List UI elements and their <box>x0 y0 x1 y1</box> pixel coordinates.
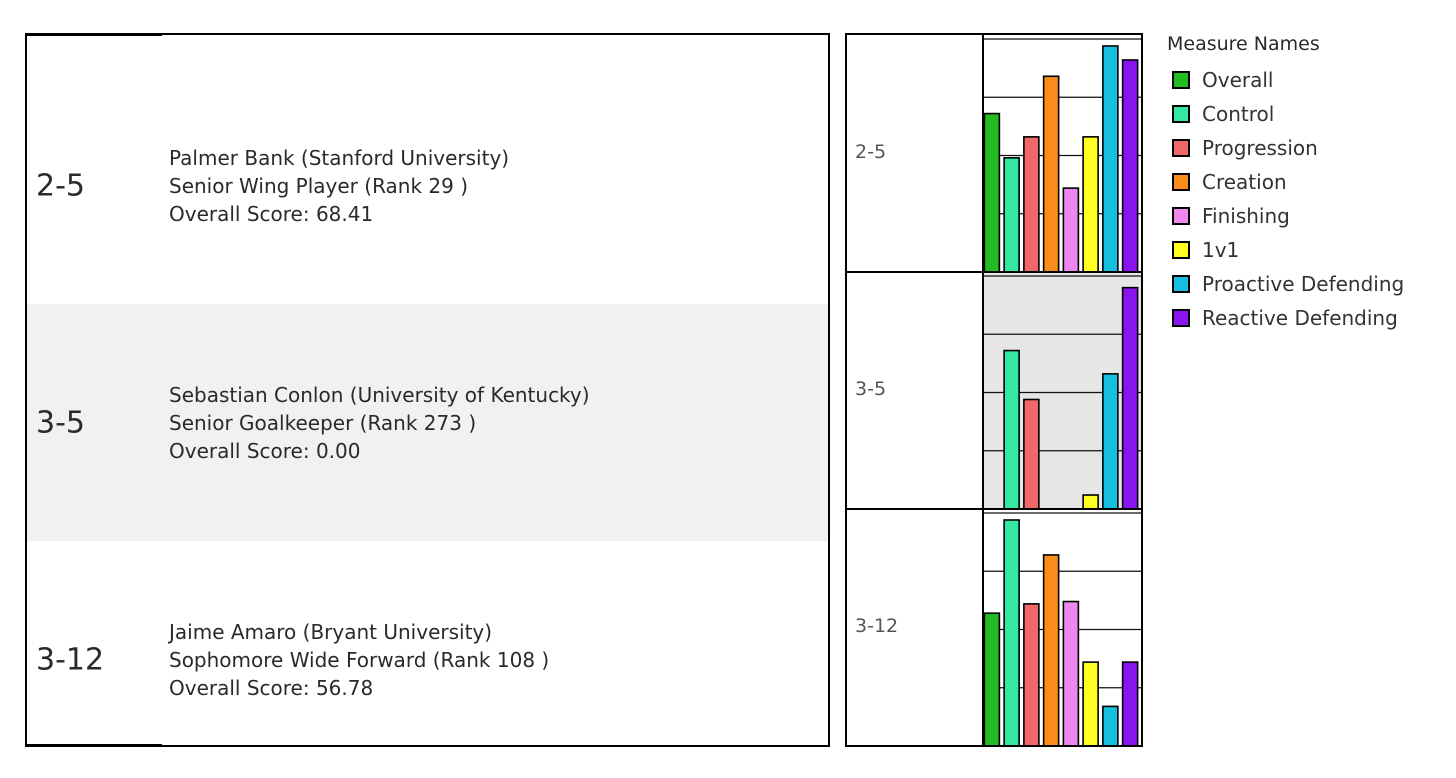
seed-label: 3-5 <box>36 405 85 440</box>
player-score-line: Overall Score: 56.78 <box>169 675 374 700</box>
legend-label: Progression <box>1202 136 1318 160</box>
bar-control <box>1003 519 1020 747</box>
legend-label: Proactive Defending <box>1202 272 1405 296</box>
bar-overall <box>983 112 1001 273</box>
legend-swatch <box>1172 207 1190 225</box>
chart-border-bottom <box>845 745 1143 747</box>
player-info: Sebastian Conlon (University of Kentucky… <box>169 381 590 465</box>
chart-border-top <box>845 33 1143 35</box>
legend-swatch <box>1172 71 1190 89</box>
bar-finishing <box>1062 600 1080 747</box>
bar-reactive-defending <box>1121 59 1139 273</box>
player-position-line: Senior Wing Player (Rank 29 ) <box>169 173 469 198</box>
legend-item: Reactive Defending <box>1167 301 1452 335</box>
legend-swatch <box>1172 105 1190 123</box>
facet-label: 3-5 <box>855 378 887 400</box>
table-row: 3-12 Jaime Amaro (Bryant University) Sop… <box>27 541 828 778</box>
bar-control <box>1003 157 1020 273</box>
table-border-top <box>25 33 830 35</box>
table-border-right <box>828 33 830 747</box>
legend: Measure Names Overall Control Progression C… <box>1167 33 1452 335</box>
bar-proactive-defending <box>1102 373 1119 510</box>
bar-creation <box>1042 75 1060 273</box>
table-border-bottom-accent <box>25 744 162 747</box>
legend-item: Overall <box>1167 63 1452 97</box>
bar-chart-panel: 2-5 3-5 3-12 <box>845 33 1143 747</box>
legend-label: Reactive Defending <box>1202 306 1398 330</box>
legend-swatch <box>1172 173 1190 191</box>
chart-border-right <box>1141 33 1143 747</box>
facet-label: 2-5 <box>855 141 887 163</box>
legend-swatch <box>1172 275 1190 293</box>
player-table: 2-5 Palmer Bank (Stanford University) Se… <box>25 33 830 747</box>
bar-proactive-defending <box>1102 705 1119 747</box>
legend-swatch <box>1172 139 1190 157</box>
plot-axis-left <box>982 33 984 747</box>
bar-chart <box>845 33 1143 747</box>
bar-progression <box>1023 398 1040 510</box>
legend-item: Finishing <box>1167 199 1452 233</box>
player-name-line: Palmer Bank (Stanford University) <box>169 145 510 170</box>
legend-item: Creation <box>1167 165 1452 199</box>
legend-label: Overall <box>1202 68 1274 92</box>
bar-1v1 <box>1082 494 1099 510</box>
bar-control <box>1003 349 1020 510</box>
table-border-left <box>25 33 27 747</box>
bar-reactive-defending <box>1121 661 1139 747</box>
legend-title: Measure Names <box>1167 33 1320 55</box>
table-row: 2-5 Palmer Bank (Stanford University) Se… <box>27 67 828 304</box>
legend-item: 1v1 <box>1167 233 1452 267</box>
player-info: Jaime Amaro (Bryant University) Sophomor… <box>169 618 549 702</box>
facet-label: 3-12 <box>855 615 899 637</box>
table-border-top-accent <box>25 33 162 36</box>
legend-item: Proactive Defending <box>1167 267 1452 301</box>
bar-progression <box>1023 603 1040 747</box>
player-score-line: Overall Score: 68.41 <box>169 201 374 226</box>
legend-swatch <box>1172 309 1190 327</box>
player-name-line: Sebastian Conlon (University of Kentucky… <box>169 382 590 407</box>
seed-label: 3-12 <box>36 642 105 677</box>
player-name-line: Jaime Amaro (Bryant University) <box>169 619 493 644</box>
bar-proactive-defending <box>1102 45 1119 273</box>
legend-label: 1v1 <box>1202 238 1240 262</box>
table-border-bottom <box>25 745 830 747</box>
bar-1v1 <box>1082 136 1099 273</box>
legend-label: Control <box>1202 102 1275 126</box>
legend-item: Control <box>1167 97 1452 131</box>
legend-item: Progression <box>1167 131 1452 165</box>
player-position-line: Sophomore Wide Forward (Rank 108 ) <box>169 647 550 672</box>
facet-divider <box>845 508 1143 510</box>
bar-finishing <box>1062 187 1080 273</box>
facet-divider <box>845 271 1143 273</box>
table-row: 3-5 Sebastian Conlon (University of Kent… <box>27 304 828 541</box>
player-score-line: Overall Score: 0.00 <box>169 438 361 463</box>
bar-reactive-defending <box>1121 286 1139 510</box>
legend-swatch <box>1172 241 1190 259</box>
seed-label: 2-5 <box>36 168 85 203</box>
legend-label: Creation <box>1202 170 1287 194</box>
player-position-line: Senior Goalkeeper (Rank 273 ) <box>169 410 477 435</box>
legend-label: Finishing <box>1202 204 1290 228</box>
bar-creation <box>1042 554 1060 747</box>
bar-progression <box>1023 136 1040 273</box>
bar-1v1 <box>1082 661 1099 747</box>
bar-overall <box>983 612 1001 747</box>
chart-border-left <box>845 33 847 747</box>
player-info: Palmer Bank (Stanford University) Senior… <box>169 144 509 228</box>
